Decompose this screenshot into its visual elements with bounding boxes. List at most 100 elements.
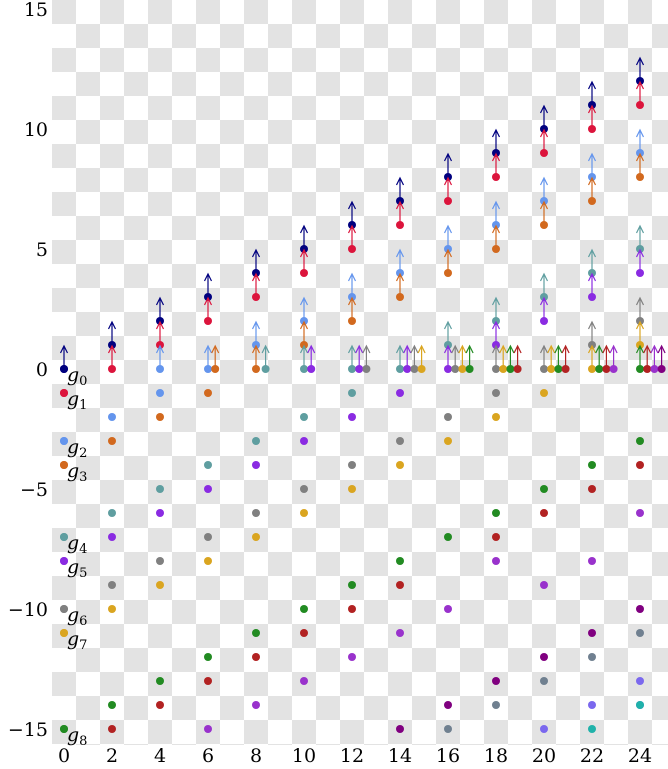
arrow-head — [554, 344, 563, 354]
data-point — [252, 293, 260, 301]
legend-label: g7 — [67, 628, 87, 653]
data-point — [417, 365, 426, 373]
x-tick-label: 8 — [250, 745, 262, 767]
series-extra-darkviolet — [204, 344, 659, 733]
data-point — [108, 413, 116, 421]
data-point — [156, 509, 164, 517]
data-point — [204, 389, 212, 397]
arrow-head — [355, 344, 364, 354]
arrow-head — [539, 272, 549, 282]
data-point — [396, 581, 404, 589]
data-point — [588, 293, 596, 301]
arrow-head — [587, 248, 597, 258]
x-tick-label: 18 — [484, 745, 508, 767]
data-point — [362, 365, 371, 373]
data-point — [355, 365, 364, 373]
data-point — [540, 365, 548, 373]
arrow-head — [595, 344, 604, 354]
data-point — [204, 677, 212, 685]
x-tick-label: 4 — [154, 745, 166, 767]
data-point — [300, 677, 308, 685]
arrow-head — [650, 344, 659, 354]
data-point — [348, 245, 356, 253]
legend-marker — [60, 533, 68, 541]
arrow-head — [506, 344, 515, 354]
series-extra-firebrick — [108, 344, 652, 733]
data-point — [657, 365, 666, 373]
y-tick-label: 5 — [36, 239, 48, 261]
data-point — [204, 485, 212, 493]
series-g7 — [60, 320, 645, 637]
arrow-head — [307, 344, 316, 354]
data-point — [211, 365, 220, 373]
data-point — [636, 173, 644, 181]
arrow-head — [609, 344, 618, 354]
arrow-head — [587, 272, 597, 282]
x-tick-label: 0 — [58, 745, 70, 767]
data-point — [348, 581, 356, 589]
data-point — [602, 365, 611, 373]
data-point — [492, 173, 500, 181]
series-g8 — [60, 344, 645, 733]
data-point — [252, 509, 260, 517]
x-tick-label: 2 — [106, 745, 118, 767]
arrow-head — [395, 344, 405, 354]
data-point — [410, 365, 419, 373]
legend-marker — [60, 437, 68, 445]
arrow-head — [347, 200, 357, 210]
arrow-head — [602, 344, 611, 354]
data-point — [588, 701, 596, 709]
arrow-head — [635, 224, 645, 234]
x-tick-label: 12 — [340, 745, 364, 767]
x-tick-label: 16 — [436, 745, 460, 767]
data-point — [348, 317, 356, 325]
data-point — [348, 389, 356, 397]
series-g2 — [60, 128, 645, 445]
data-point — [300, 485, 308, 493]
data-point — [636, 365, 644, 373]
data-point — [348, 653, 356, 661]
legend-label: g6 — [67, 604, 87, 629]
legend-marker — [60, 605, 68, 613]
data-point — [300, 437, 308, 445]
arrow-head — [155, 296, 165, 306]
series-extra-purple — [396, 344, 666, 733]
data-point — [108, 725, 116, 733]
data-point — [636, 269, 644, 277]
data-point — [444, 413, 452, 421]
data-point — [348, 485, 356, 493]
arrow-head — [635, 320, 645, 330]
data-point — [561, 365, 570, 373]
legend-marker — [60, 725, 68, 733]
legend-label: g5 — [67, 556, 87, 581]
arrow-head — [635, 80, 645, 90]
data-point — [513, 365, 522, 373]
arrow-head — [395, 272, 405, 282]
data-point — [492, 365, 500, 373]
data-point — [204, 317, 212, 325]
data-point — [540, 485, 548, 493]
x-tick-label: 10 — [292, 745, 316, 767]
arrow-head — [155, 320, 165, 330]
arrow-head — [395, 248, 405, 258]
data-point — [588, 653, 596, 661]
arrow-head — [491, 128, 501, 138]
arrow-head — [491, 320, 501, 330]
arrow-head — [251, 320, 261, 330]
arrow-head — [491, 344, 501, 354]
data-point — [444, 365, 452, 373]
data-point — [547, 365, 556, 373]
data-point — [465, 365, 474, 373]
arrow-head — [251, 248, 261, 258]
arrow-head — [587, 320, 597, 330]
data-point — [204, 653, 212, 661]
arrow-head — [299, 224, 309, 234]
data-point — [636, 701, 644, 709]
arrow-head — [403, 344, 412, 354]
data-point — [252, 629, 260, 637]
data-point — [204, 557, 212, 565]
data-point — [156, 701, 164, 709]
arrow-head — [491, 200, 501, 210]
x-tick-label: 24 — [628, 745, 652, 767]
